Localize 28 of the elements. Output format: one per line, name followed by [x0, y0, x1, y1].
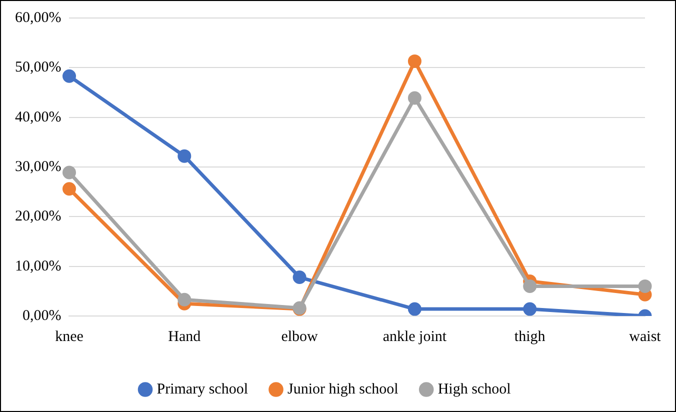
point	[178, 149, 192, 163]
point	[523, 279, 537, 293]
y-tick-label: 40,00%	[14, 109, 62, 126]
x-tick-label: Hand	[168, 328, 202, 345]
point	[62, 182, 76, 196]
point	[408, 54, 422, 68]
point	[62, 69, 76, 83]
point	[62, 166, 76, 180]
point	[408, 302, 422, 316]
point	[408, 91, 422, 105]
y-tick-label: 0,00%	[22, 308, 62, 324]
y-tick-label: 10,00%	[14, 258, 62, 274]
y-tick-label: 30,00%	[14, 158, 62, 175]
legend-label: Primary school	[156, 381, 248, 398]
point	[292, 270, 306, 284]
y-tick-label: 20,00%	[14, 208, 62, 225]
point	[178, 292, 192, 306]
x-tick-label: waist	[629, 328, 662, 345]
point	[523, 302, 537, 316]
y-tick-label: 50,00%	[14, 60, 62, 76]
x-tick-label: ankle joint	[382, 328, 448, 345]
point	[638, 279, 652, 293]
legend-label: High school	[438, 381, 511, 398]
x-tick-label: thigh	[514, 328, 546, 345]
x-tick-label: knee	[55, 328, 84, 345]
legend-label: Junior high school	[288, 381, 398, 398]
x-tick-label: elbow	[281, 328, 318, 345]
y-tick-label: 60,00%	[14, 10, 62, 26]
